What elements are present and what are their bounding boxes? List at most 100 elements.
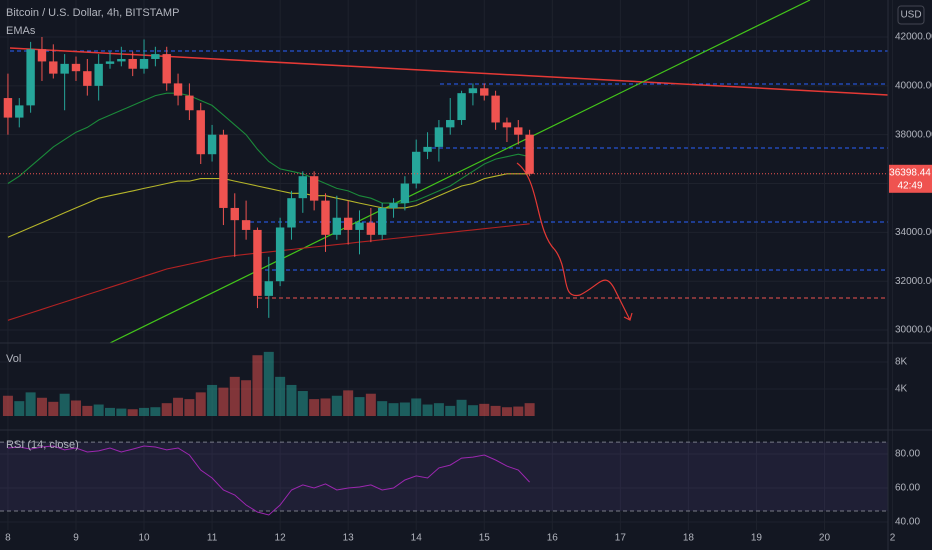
volume-bar [70, 400, 81, 416]
x-tick-label: 9 [73, 533, 79, 544]
volume-bar [263, 351, 274, 416]
candle-body [94, 63, 103, 86]
candle-body [196, 110, 205, 155]
candle-body [457, 93, 466, 121]
volume-bar [252, 355, 263, 416]
candle-body [117, 58, 126, 62]
candle-body [343, 217, 353, 230]
volume-bar [116, 408, 127, 416]
volume-bar [354, 397, 365, 416]
candle-body [423, 146, 432, 152]
candle-body [60, 63, 69, 74]
candle-body [253, 229, 262, 296]
volume-bar [297, 391, 308, 416]
trend-line [109, 0, 811, 344]
candle-body [173, 83, 183, 96]
volume-bar [365, 393, 376, 416]
volume-bar [411, 398, 422, 416]
candle-body [49, 61, 58, 74]
candle-body [446, 120, 455, 128]
candle-body [241, 220, 251, 230]
candle-body [412, 151, 421, 184]
volume-bar [479, 403, 490, 416]
volume-bar [48, 401, 59, 416]
candle-body [162, 54, 171, 84]
price-badge [889, 164, 932, 193]
currency-box[interactable] [897, 5, 925, 25]
volume-bar [195, 392, 206, 416]
volume-bar [490, 405, 501, 416]
volume-bar [433, 403, 444, 416]
ema-line [7, 223, 530, 321]
y-tick-label: 8K [895, 357, 908, 368]
candle-body [37, 49, 47, 62]
y-tick-label: 60.00 [895, 483, 920, 494]
candle-body [185, 95, 194, 111]
indicator-label: RSI (14, close) [6, 439, 79, 451]
y-tick-label: 80.00 [895, 449, 920, 460]
candle-body [15, 105, 24, 118]
volume-bar [127, 409, 138, 416]
candle-body [275, 227, 285, 282]
candle-body [321, 200, 330, 235]
volume-bar [150, 407, 161, 416]
currency[interactable]: USD [900, 10, 921, 21]
candle-body [230, 207, 239, 221]
volume-bar [14, 401, 25, 416]
chart-title: Bitcoin / U.S. Dollar, 4h, BITSTAMP [6, 7, 179, 19]
volume-bar [524, 403, 535, 416]
y-tick-label: 30000.00 [895, 325, 932, 336]
volume-bar [161, 403, 172, 416]
candle-body [468, 88, 478, 94]
candle-body [298, 176, 308, 199]
volume-bar [399, 402, 410, 416]
x-tick-label: 13 [343, 533, 355, 544]
candle-body [309, 176, 319, 201]
candle-body [480, 88, 489, 96]
y-tick-label: 32000.00 [895, 276, 932, 287]
volume-bar [82, 405, 93, 416]
candle-body [332, 217, 342, 235]
candle-body [389, 203, 398, 208]
indicator-label: EMAs [6, 25, 36, 37]
candle-body [83, 71, 92, 86]
rsi-band [0, 442, 888, 511]
volume-bar [501, 407, 512, 416]
volume-bar [343, 390, 354, 416]
volume-bar [229, 376, 240, 416]
candle-body [207, 134, 217, 155]
y-tick-label: 42000.00 [895, 32, 932, 43]
volume-bar [241, 380, 252, 416]
countdown: 42:49 [897, 180, 922, 191]
candle-body [491, 95, 500, 123]
candle-body [105, 61, 115, 64]
volume-bar [445, 405, 456, 416]
forecast-path [516, 162, 633, 321]
rsi-line [7, 445, 530, 516]
volume-bar [275, 376, 286, 416]
volume-bar [456, 399, 467, 416]
candle-body [366, 222, 376, 235]
candle-body [3, 98, 13, 118]
x-tick-label: 10 [138, 533, 150, 544]
x-tick-label: 19 [751, 533, 763, 544]
candle-body [514, 127, 523, 135]
x-tick-label: 2 [890, 533, 896, 544]
y-tick-label: 40.00 [895, 517, 920, 528]
volume-bar [173, 397, 184, 416]
volume-bar [309, 399, 320, 416]
x-tick-label: 12 [275, 533, 287, 544]
x-tick-label: 18 [683, 533, 695, 544]
volume-bar [139, 407, 150, 416]
y-tick-label: 34000.00 [895, 227, 932, 238]
ema-line [7, 92, 530, 204]
candle-body [128, 58, 137, 69]
candle-body [287, 198, 296, 228]
volume-bar [388, 403, 399, 416]
candle-body [26, 49, 35, 106]
candle-body [139, 58, 149, 69]
volume-bar [218, 387, 229, 416]
volume-bar [286, 384, 297, 416]
